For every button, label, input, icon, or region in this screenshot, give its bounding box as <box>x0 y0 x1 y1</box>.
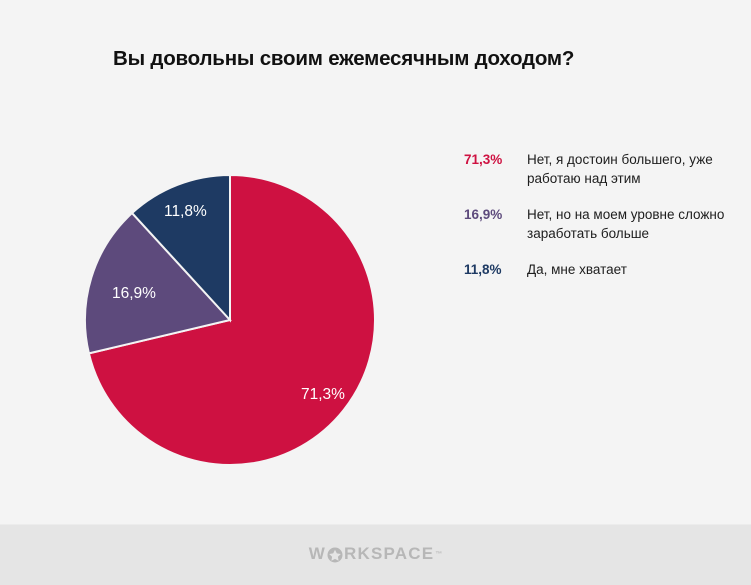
footer-watermark: W RKSPACE ™ <box>0 543 751 565</box>
pie-slice-0[interactable] <box>87 174 376 466</box>
pie-slice-2[interactable] <box>130 174 231 323</box>
page-title: Вы довольны своим ежемесячным доходом? <box>113 47 575 70</box>
chart-legend: 71,3% Нет, я достоин большего, уже работ… <box>464 150 726 296</box>
footer-band <box>0 524 751 585</box>
pie-chart-svg: 71,3% 16,9% 11,8% <box>84 174 376 466</box>
trademark-symbol: ™ <box>435 550 443 558</box>
legend-item-1[interactable]: 16,9% Нет, но на моем уровне сложно зара… <box>464 205 726 243</box>
pie-slice-label-1: 16,9% <box>112 285 156 302</box>
legend-label-2: Да, мне хватает <box>527 262 627 277</box>
legend-label-0: Нет, я достоин большего, уже работаю над… <box>527 152 713 186</box>
star-badge-icon <box>327 547 343 563</box>
pie-slice-label-2: 11,8% <box>164 203 207 220</box>
pie-chart: 71,3% 16,9% 11,8% <box>84 174 376 466</box>
brand-text-suffix: RKSPACE <box>343 544 435 563</box>
brand-text-prefix: W <box>308 544 326 563</box>
legend-item-0[interactable]: 71,3% Нет, я достоин большего, уже работ… <box>464 150 726 188</box>
pie-slice-1[interactable] <box>84 211 232 355</box>
legend-label-1: Нет, но на моем уровне сложно заработать… <box>527 207 725 241</box>
pie-slice-label-0: 71,3% <box>301 386 345 403</box>
legend-percent-2: 11,8% <box>464 262 502 277</box>
legend-percent-1: 16,9% <box>464 207 503 222</box>
legend-item-2[interactable]: 11,8% Да, мне хватает <box>464 260 726 279</box>
legend-percent-0: 71,3% <box>464 152 503 167</box>
